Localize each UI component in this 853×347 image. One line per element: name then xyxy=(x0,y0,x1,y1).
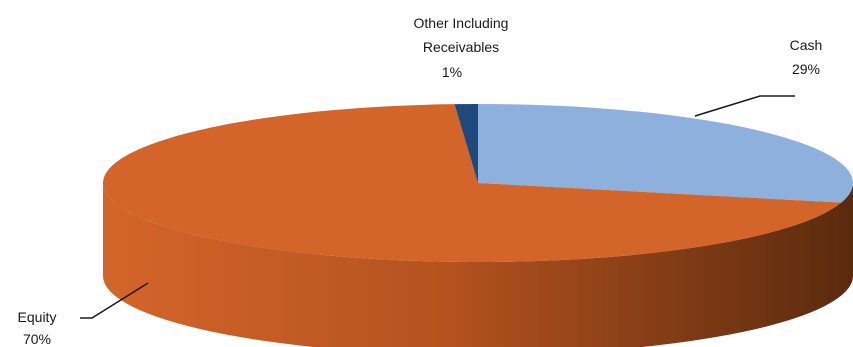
label-equity: Equity xyxy=(18,309,57,325)
leader-line-cash xyxy=(694,95,795,117)
pie-side-equity xyxy=(103,183,853,347)
pie-slice-cash xyxy=(478,104,853,203)
pie-slice-equity xyxy=(103,104,842,263)
value-equity: 70% xyxy=(23,331,51,347)
pie-slice-other-including-receivables xyxy=(454,104,478,183)
value-cash: 29% xyxy=(792,61,820,77)
label-other-line2: Receivables xyxy=(423,39,499,55)
value-other: 1% xyxy=(442,64,462,80)
leader-line-equity xyxy=(80,282,149,319)
label-cash: Cash xyxy=(790,37,823,53)
label-other-line1: Other Including xyxy=(414,15,509,31)
